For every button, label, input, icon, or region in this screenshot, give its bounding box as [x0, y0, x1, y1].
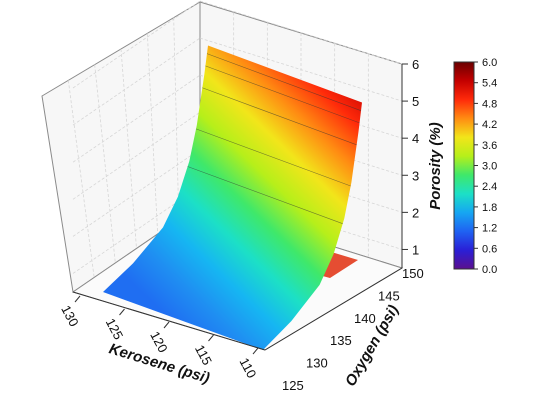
x-tick-label: 125 [103, 316, 126, 342]
grid-line [72, 0, 201, 89]
colorbar-tick-label: 2.4 [482, 181, 497, 193]
contour-line [187, 166, 343, 224]
colorbar-tick-label: 3.6 [482, 140, 497, 152]
x-tick-mark [74, 295, 81, 303]
x-tick-mark [252, 347, 259, 355]
grid-line [120, 48, 137, 249]
contour-line [206, 53, 362, 111]
colorbar-tick-label: 3.0 [482, 161, 497, 173]
contour-line [205, 65, 360, 124]
x-tick-mark [119, 308, 125, 316]
colorbar: 0.0 0.6 1.2 1.8 2.4 3.0 3.6 4.2 4.8 5.4 6.0 [453, 57, 497, 276]
grid-line [72, 111, 201, 200]
colorbar-tick-label: 6.0 [482, 57, 497, 69]
z-tick-label: 6 [412, 57, 419, 72]
y-axis-line [264, 267, 403, 351]
colorbar-ticks: 0.0 0.6 1.2 1.8 2.4 3.0 3.6 4.2 4.8 5.4 6.0 [474, 57, 497, 276]
x-tick-mark [208, 334, 214, 342]
grid-line [72, 74, 201, 163]
colorbar-gradient [453, 61, 475, 270]
grid-line [72, 37, 201, 126]
y-tick-label: 145 [378, 288, 400, 303]
x-tick-label: 120 [147, 329, 170, 355]
x-axis-line [72, 291, 266, 351]
y-tick-label: 130 [306, 356, 328, 371]
y-tick-label: 125 [282, 378, 304, 393]
contour-line [195, 128, 351, 187]
porosity-surface [103, 45, 362, 350]
colorbar-tick-label: 0.0 [482, 264, 497, 276]
y-tick-label: 150 [402, 266, 424, 281]
colorbar-tick-label: 4.2 [482, 119, 497, 131]
grid-line [94, 64, 116, 264]
grid-line [67, 80, 95, 278]
colorbar-tick-label: 1.8 [482, 202, 497, 214]
z-axis-title: Porosity (%) [427, 122, 444, 210]
colorbar-tick-label: 5.4 [482, 78, 497, 90]
y-tick-label: 140 [354, 311, 376, 326]
surface-contours [187, 53, 362, 224]
grid-line [173, 17, 180, 220]
z-tick-label: 2 [412, 205, 419, 220]
grid-line [199, 0, 403, 65]
x-tick-label: 110 [236, 355, 259, 380]
colorbar-tick-label: 0.6 [482, 243, 497, 255]
z-tick-label: 3 [412, 168, 419, 183]
x-tick-label: 115 [192, 342, 215, 367]
z-tick-label: 1 [412, 242, 419, 257]
x-tick-label: 130 [58, 303, 81, 329]
grid-line [72, 186, 201, 274]
contour-line [202, 87, 357, 146]
colorbar-tick-label: 4.8 [482, 98, 497, 110]
colorbar-tick-label: 1.2 [482, 223, 497, 235]
z-tick-label: 5 [412, 94, 419, 109]
z-tick-label: 4 [412, 131, 419, 146]
grid-line [146, 33, 159, 235]
grid-line [72, 149, 201, 237]
x-tick-mark [163, 321, 170, 329]
y-tick-label: 135 [330, 333, 352, 348]
